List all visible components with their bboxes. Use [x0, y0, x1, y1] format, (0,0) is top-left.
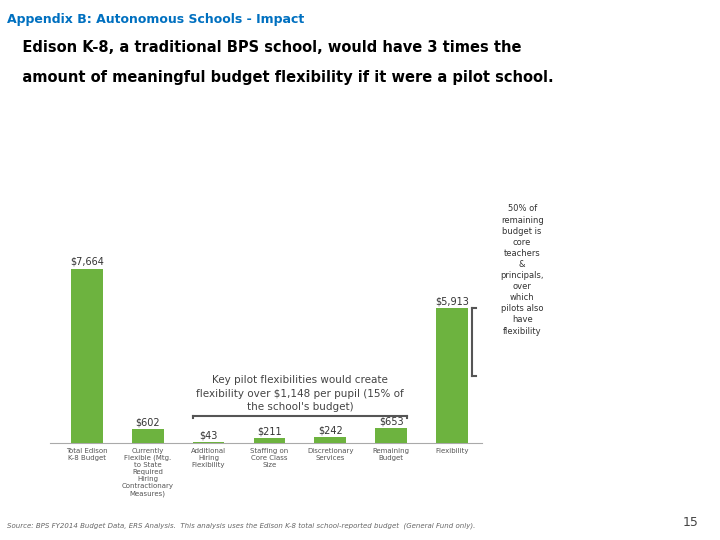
- Text: Source: BPS FY2014 Budget Data, ERS Analysis.  This analysis uses the Edison K-8: Source: BPS FY2014 Budget Data, ERS Anal…: [7, 523, 476, 529]
- Bar: [193, 442, 225, 443]
- Text: amount of meaningful budget flexibility if it were a pilot school.: amount of meaningful budget flexibility …: [7, 70, 554, 85]
- Text: $211: $211: [257, 426, 282, 436]
- Text: $653: $653: [379, 416, 403, 426]
- Text: Edison K-8, a traditional BPS school, would have 3 times the: Edison K-8, a traditional BPS school, wo…: [7, 40, 522, 56]
- Text: $242: $242: [318, 426, 343, 435]
- Bar: [253, 438, 285, 443]
- Bar: [71, 268, 103, 443]
- Text: 15: 15: [683, 516, 698, 529]
- Text: $7,664: $7,664: [70, 256, 104, 267]
- Bar: [375, 428, 407, 443]
- Text: 50% of
remaining
budget is
core
teachers
&
principals,
over
which
pilots also
ha: 50% of remaining budget is core teachers…: [500, 205, 544, 335]
- Text: $5,913: $5,913: [435, 296, 469, 307]
- Bar: [436, 308, 468, 443]
- Text: $43: $43: [199, 430, 217, 440]
- Bar: [132, 429, 163, 443]
- Text: Appendix B: Autonomous Schools - Impact: Appendix B: Autonomous Schools - Impact: [7, 14, 305, 26]
- Bar: [315, 437, 346, 443]
- Text: Key pilot flexibilities would create
flexibility over $1,148 per pupil (15% of
t: Key pilot flexibilities would create fle…: [196, 375, 404, 412]
- Text: $602: $602: [135, 417, 160, 427]
